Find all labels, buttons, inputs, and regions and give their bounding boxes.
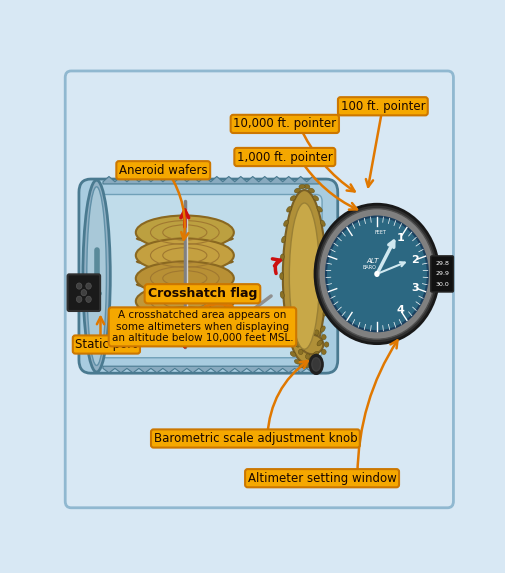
Ellipse shape: [325, 273, 328, 280]
Text: 30.0: 30.0: [434, 282, 448, 287]
Ellipse shape: [135, 303, 233, 313]
Ellipse shape: [87, 187, 106, 366]
Ellipse shape: [322, 309, 327, 316]
Text: Altimeter setting window: Altimeter setting window: [247, 472, 395, 485]
Ellipse shape: [312, 195, 318, 201]
Text: 100 ft. pointer: 100 ft. pointer: [340, 100, 424, 113]
Circle shape: [76, 283, 82, 289]
Ellipse shape: [280, 254, 284, 261]
Polygon shape: [204, 287, 227, 318]
Ellipse shape: [300, 335, 323, 354]
Ellipse shape: [286, 340, 291, 346]
Text: 1,000 ft. pointer: 1,000 ft. pointer: [236, 151, 332, 163]
Circle shape: [315, 204, 438, 344]
Ellipse shape: [294, 188, 300, 193]
Text: Aneroid wafers: Aneroid wafers: [119, 164, 207, 176]
Circle shape: [324, 342, 328, 347]
Ellipse shape: [286, 206, 291, 212]
Circle shape: [86, 283, 91, 289]
Circle shape: [295, 342, 300, 347]
Ellipse shape: [312, 351, 318, 356]
Circle shape: [374, 271, 379, 277]
Ellipse shape: [298, 363, 305, 368]
Text: 10,000 ft. pointer: 10,000 ft. pointer: [233, 117, 336, 131]
Circle shape: [314, 354, 318, 359]
Ellipse shape: [294, 359, 300, 364]
FancyBboxPatch shape: [68, 274, 100, 311]
Ellipse shape: [322, 236, 327, 243]
Ellipse shape: [281, 309, 285, 316]
Ellipse shape: [282, 190, 325, 362]
Ellipse shape: [308, 359, 314, 364]
Text: A crosshatched area appears on
some altimeters when displaying
an altitude below: A crosshatched area appears on some alti…: [112, 310, 293, 343]
Text: 1: 1: [396, 233, 403, 242]
Ellipse shape: [283, 326, 288, 332]
Ellipse shape: [283, 220, 288, 226]
Ellipse shape: [303, 363, 310, 368]
Ellipse shape: [135, 284, 233, 318]
Text: 2: 2: [411, 255, 418, 265]
Ellipse shape: [320, 220, 325, 226]
Circle shape: [76, 296, 82, 303]
Text: Crosshatch flag: Crosshatch flag: [147, 287, 257, 300]
Ellipse shape: [135, 257, 233, 267]
Circle shape: [298, 335, 302, 340]
Circle shape: [305, 354, 310, 359]
Text: 4: 4: [396, 305, 403, 315]
FancyBboxPatch shape: [79, 179, 337, 373]
Text: Barometric scale adjustment knob: Barometric scale adjustment knob: [154, 432, 357, 445]
Ellipse shape: [280, 291, 284, 299]
Circle shape: [318, 209, 434, 339]
Ellipse shape: [308, 188, 314, 193]
FancyBboxPatch shape: [430, 256, 452, 292]
Text: 29.8: 29.8: [434, 261, 448, 266]
Ellipse shape: [135, 280, 233, 290]
Ellipse shape: [289, 195, 295, 201]
Circle shape: [86, 296, 91, 303]
Ellipse shape: [135, 261, 233, 295]
Ellipse shape: [303, 185, 310, 189]
Text: 29.9: 29.9: [434, 272, 448, 276]
Ellipse shape: [309, 355, 322, 374]
Ellipse shape: [135, 215, 233, 249]
Ellipse shape: [135, 325, 233, 336]
Ellipse shape: [298, 185, 305, 189]
Circle shape: [321, 350, 326, 355]
FancyBboxPatch shape: [94, 194, 322, 358]
Text: BARO: BARO: [362, 265, 375, 270]
Ellipse shape: [324, 291, 328, 299]
Circle shape: [298, 350, 302, 355]
Ellipse shape: [281, 236, 285, 243]
Ellipse shape: [135, 238, 233, 272]
Text: ALT: ALT: [366, 258, 378, 264]
Ellipse shape: [320, 326, 325, 332]
Ellipse shape: [289, 351, 295, 356]
FancyBboxPatch shape: [65, 71, 452, 508]
Text: 3: 3: [411, 283, 418, 293]
Ellipse shape: [83, 180, 110, 372]
Ellipse shape: [311, 358, 320, 371]
Text: Static port: Static port: [75, 338, 137, 351]
Circle shape: [325, 217, 427, 331]
Ellipse shape: [316, 340, 322, 346]
Ellipse shape: [316, 206, 322, 212]
Ellipse shape: [135, 234, 233, 244]
Circle shape: [321, 335, 326, 340]
Ellipse shape: [279, 273, 283, 280]
Ellipse shape: [289, 203, 319, 350]
Text: FEET: FEET: [374, 230, 386, 234]
Ellipse shape: [324, 254, 328, 261]
Circle shape: [305, 330, 310, 335]
Circle shape: [314, 330, 318, 335]
Circle shape: [81, 289, 86, 296]
Ellipse shape: [135, 307, 233, 341]
